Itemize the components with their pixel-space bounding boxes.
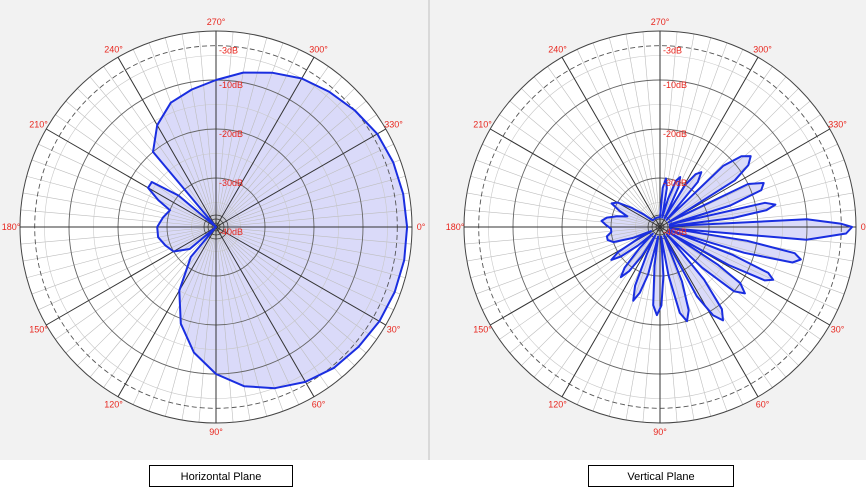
angle-label: 330° — [828, 120, 847, 130]
horizontal-plane-panel: 0° 30° 60° 90° 120° 150° 180° 210° 240° 270° 300° 3… — [0, 0, 428, 460]
major-spoke — [490, 128, 661, 228]
major-spoke — [215, 57, 315, 228]
major-spoke — [46, 128, 217, 228]
horizontal-plane-caption: Horizontal Plane — [149, 465, 293, 487]
angle-label: 60° — [756, 400, 770, 410]
db-label: -20dB — [219, 129, 243, 139]
horizontal-plane-polar-chart: 0° 30° 60° 90° 120° 150° 180° 210° 240° 270° 300° 3… — [2, 17, 426, 437]
angle-label: 330° — [384, 120, 403, 130]
angle-label: 30° — [831, 325, 845, 335]
db-label: -3dB — [219, 46, 238, 56]
vertical-plane-caption: Vertical Plane — [588, 465, 734, 487]
angle-label: 270° — [207, 17, 226, 27]
angle-label: 30° — [387, 325, 401, 335]
angle-label: 150° — [473, 325, 492, 335]
major-spoke — [117, 226, 217, 397]
angle-label: 180° — [446, 222, 465, 232]
major-spoke — [46, 226, 217, 326]
angle-label: 270° — [651, 17, 670, 27]
angle-label: 90° — [653, 427, 667, 437]
vertical-plane-panel: 0° 30° 60° 90° 120° 150° 180° 210° 240° 270° 300° 3… — [430, 0, 866, 460]
major-spoke — [117, 57, 217, 228]
db-label: -3dB — [663, 46, 682, 56]
vertical-plane-polar-chart: 0° 30° 60° 90° 120° 150° 180° 210° 240° 270° 300° 3… — [446, 17, 866, 437]
pattern-line — [147, 71, 409, 390]
angle-label: 210° — [29, 120, 48, 130]
angle-label: 60° — [312, 400, 326, 410]
db-label: -20dB — [663, 129, 687, 139]
angle-label: 210° — [473, 120, 492, 130]
db-label: -40dB — [219, 227, 243, 237]
angle-label: 120° — [548, 400, 567, 410]
major-spoke — [215, 128, 386, 228]
major-spoke — [561, 226, 661, 397]
angle-label: 180° — [2, 222, 21, 232]
angle-label: 0° — [417, 222, 426, 232]
db-label: -10dB — [219, 80, 243, 90]
angle-label: 120° — [104, 400, 123, 410]
panel-divider — [428, 0, 430, 460]
angle-label: 0° — [861, 222, 866, 232]
angle-label: 90° — [209, 427, 223, 437]
pattern-line — [600, 155, 854, 323]
angle-label: 300° — [309, 45, 328, 55]
angle-label: 240° — [104, 45, 123, 55]
db-label: -10dB — [663, 80, 687, 90]
major-spoke — [215, 226, 386, 326]
db-label: -30dB — [663, 178, 687, 188]
angle-label: 300° — [753, 45, 772, 55]
db-label: -30dB — [219, 178, 243, 188]
angle-label: 240° — [548, 45, 567, 55]
major-spoke — [215, 226, 315, 397]
angle-label: 150° — [29, 325, 48, 335]
db-label: -40dB — [663, 227, 687, 237]
major-spoke — [561, 57, 661, 228]
